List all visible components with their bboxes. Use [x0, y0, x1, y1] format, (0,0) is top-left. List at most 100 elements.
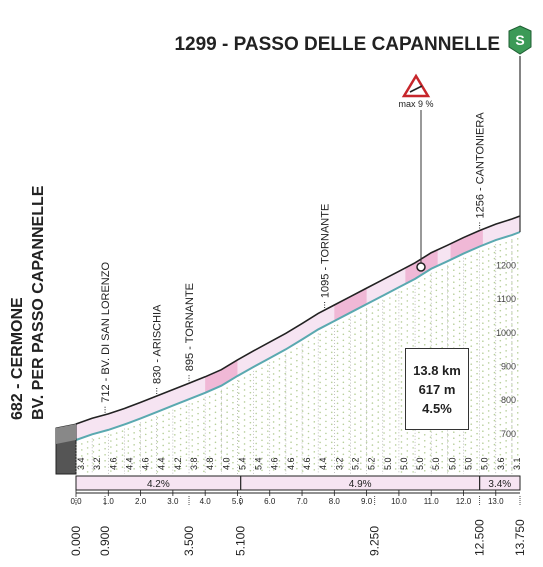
- ground-dot: [365, 447, 368, 449]
- ground-dot: [464, 257, 467, 260]
- ground-dot: [435, 271, 438, 274]
- ground-dot: [470, 327, 473, 329]
- ground-dot: [499, 345, 502, 348]
- ground-dot: [482, 322, 484, 325]
- ground-dot: [325, 378, 327, 381]
- ground-dot: [371, 396, 374, 398]
- ground-dot: [371, 318, 374, 320]
- ground-dot: [330, 375, 333, 378]
- ground-dot: [272, 391, 275, 393]
- ground-dot: [360, 468, 362, 470]
- ground-dot: [406, 330, 409, 332]
- ground-dot: [261, 397, 263, 400]
- ground-dot: [232, 443, 234, 446]
- ground-dot: [284, 378, 287, 381]
- ground-dot: [377, 357, 380, 359]
- ground-dot: [336, 456, 339, 459]
- ground-dot: [493, 383, 496, 386]
- ground-dot: [168, 448, 170, 450]
- ground-dot: [168, 412, 170, 414]
- ground-dot: [342, 339, 345, 342]
- ground-dot: [162, 432, 164, 435]
- ground-dot: [505, 428, 507, 430]
- ground-dot: [406, 324, 409, 326]
- ground-dot: [505, 290, 507, 292]
- ground-dot: [360, 402, 362, 404]
- ground-dot: [516, 412, 519, 414]
- ground-dot: [179, 467, 182, 470]
- ground-dot: [307, 466, 310, 469]
- ground-dot: [226, 447, 228, 450]
- ground-dot: [139, 453, 141, 456]
- ground-dot: [389, 411, 391, 413]
- ground-dot: [458, 458, 461, 461]
- ground-dot: [342, 363, 345, 366]
- gradient-label: 4.6: [108, 457, 118, 470]
- ground-dot: [98, 449, 101, 452]
- ground-dot: [255, 382, 257, 385]
- ground-dot: [453, 323, 455, 326]
- y-tick-label: 1000: [496, 328, 516, 338]
- ground-dot: [505, 374, 507, 376]
- ground-dot: [110, 434, 112, 436]
- gradient-label: 3.6: [496, 457, 506, 470]
- ground-dot: [220, 468, 223, 471]
- ground-dot: [261, 457, 263, 460]
- ground-dot: [110, 446, 112, 448]
- ground-dot: [482, 424, 484, 427]
- ground-dot: [313, 451, 316, 453]
- ground-dot: [197, 424, 199, 427]
- km-grid: [75, 239, 513, 474]
- ground-dot: [325, 462, 327, 465]
- ground-dot: [342, 357, 345, 360]
- ground-dot: [383, 342, 385, 344]
- ground-dot: [191, 457, 194, 459]
- ground-dot: [429, 328, 432, 330]
- ground-dot: [243, 431, 246, 433]
- ground-dot: [406, 438, 409, 440]
- ground-dot: [307, 400, 310, 403]
- ground-dot: [493, 371, 496, 374]
- ground-dot: [214, 405, 217, 408]
- ground-dot: [307, 412, 310, 415]
- ground-dot: [458, 308, 461, 311]
- ground-dot: [511, 396, 513, 398]
- ground-dot: [423, 325, 426, 328]
- ground-dot: [371, 444, 374, 446]
- ground-dot: [360, 336, 362, 338]
- ground-dot: [342, 387, 345, 390]
- ground-dot: [458, 272, 461, 275]
- ground-dot: [174, 410, 176, 412]
- ground-dot: [330, 423, 333, 426]
- ground-dot: [371, 408, 374, 410]
- ground-dot: [139, 435, 141, 438]
- ground-dot: [499, 291, 502, 294]
- ground-dot: [487, 404, 490, 406]
- ground-dot: [400, 339, 403, 341]
- ground-dot: [301, 428, 304, 430]
- gradient-label: 4.2: [173, 457, 183, 470]
- ground-dot: [482, 388, 484, 391]
- ground-dot: [493, 281, 496, 284]
- gradient-label: 5.2: [350, 457, 360, 470]
- ground-dot: [505, 464, 507, 466]
- ground-dot: [458, 338, 461, 341]
- ground-dot: [272, 379, 275, 381]
- gradient-label: 4.4: [157, 457, 167, 470]
- ground-dot: [313, 415, 316, 417]
- ground-dot: [174, 428, 176, 430]
- ground-dot: [342, 423, 345, 426]
- ground-dot: [208, 444, 211, 446]
- ground-dot: [307, 352, 310, 355]
- ground-dot: [453, 317, 455, 320]
- ground-dot: [179, 413, 182, 416]
- ground-dot: [354, 345, 356, 348]
- ground-dot: [92, 445, 95, 447]
- ground-dot: [342, 345, 345, 348]
- ground-dot: [313, 409, 316, 411]
- ground-dot: [400, 459, 403, 461]
- x-tick-label: 13.0: [488, 497, 504, 506]
- ground-dot: [516, 424, 519, 426]
- ground-dot: [307, 436, 310, 439]
- ground-dot: [493, 299, 496, 302]
